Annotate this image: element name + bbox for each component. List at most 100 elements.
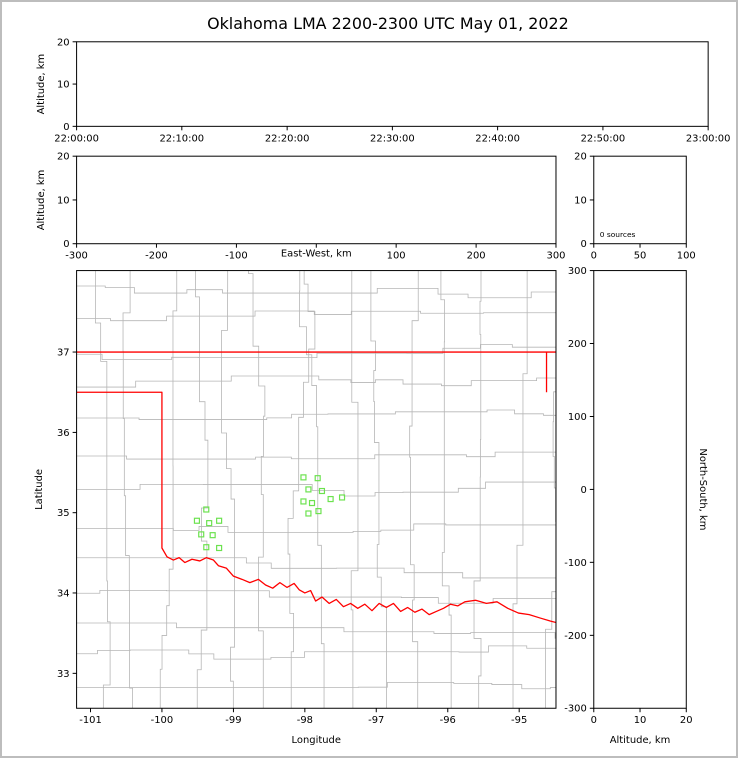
county-line (76, 375, 556, 388)
x-tick-label: 10 (634, 715, 647, 726)
state-border (76, 351, 556, 624)
x-tick-label: -200 (145, 251, 168, 262)
county-line (473, 270, 482, 709)
x-tick-label: 22:00:00 (54, 133, 99, 144)
station-marker (203, 544, 210, 551)
y-tick-label: 200 (568, 339, 587, 350)
y-tick-label: 10 (57, 80, 70, 91)
y-tick-label: 36 (57, 428, 70, 439)
station-marker (308, 499, 316, 507)
x-tick-label: 22:10:00 (160, 133, 205, 144)
y-tick-label: 20 (57, 37, 70, 48)
x-tick-label: -97 (368, 715, 384, 726)
y-tick-label: 37 (57, 348, 70, 359)
station-marker (216, 544, 223, 552)
x-tick-label: -95 (511, 715, 527, 726)
station-marker (305, 510, 312, 517)
station-marker (338, 494, 346, 501)
x-tick-label: -96 (440, 715, 456, 726)
county-line (370, 270, 387, 709)
ns-height-panel (593, 270, 687, 709)
y-tick-label: 34 (57, 588, 70, 599)
y-tick-label: 20 (574, 152, 587, 163)
station-marker (327, 495, 334, 503)
map-ylabel: Latitude (34, 469, 45, 510)
x-tick-label: -100 (225, 251, 248, 262)
county-line (248, 270, 266, 709)
y-tick-label: 10 (57, 195, 70, 206)
y-tick-label: 33 (57, 669, 70, 680)
county-line (76, 589, 556, 604)
ew-height-xlabel: East-West, km (281, 249, 352, 260)
x-tick-label: 300 (546, 251, 565, 262)
station-marker (209, 532, 216, 539)
x-tick-label: -101 (79, 715, 102, 726)
county-line (94, 270, 111, 709)
station-marker (305, 486, 312, 493)
county-line (287, 270, 316, 709)
station-marker (206, 520, 213, 527)
y-tick-label: 0 (63, 239, 69, 250)
y-tick-label: -100 (564, 558, 587, 569)
ns-height-ylabel: North-South, km (697, 448, 708, 530)
y-tick-label: 300 (568, 266, 587, 277)
x-tick-label: 22:30:00 (370, 133, 415, 144)
county-line (76, 285, 556, 299)
station-marker (315, 508, 322, 515)
county-line (409, 270, 419, 709)
plan-view-panel (76, 270, 557, 709)
county-line (76, 645, 556, 660)
county-line (76, 557, 556, 579)
figure-title: Oklahoma LMA 2200-2300 UTC May 01, 2022 (207, 14, 569, 33)
ew-height-ylabel: Altitude, km (36, 170, 47, 231)
y-tick-label: 35 (57, 508, 70, 519)
county-line (440, 270, 452, 709)
ew-height-panel (76, 155, 557, 245)
source-count-annotation: 0 sources (600, 230, 636, 239)
county-line (350, 270, 359, 709)
x-tick-label: -98 (297, 715, 313, 726)
county-line (76, 409, 556, 420)
station-marker (318, 487, 326, 495)
x-tick-label: 22:20:00 (265, 133, 310, 144)
county-line (76, 310, 556, 322)
county-line (221, 270, 235, 709)
county-line (76, 451, 556, 460)
time-height-ylabel: Altitude, km (36, 54, 47, 115)
station-marker (300, 498, 307, 505)
station-marker (193, 517, 201, 524)
county-lines (76, 270, 556, 709)
state-border-line (76, 391, 556, 624)
lma-stations (193, 474, 346, 552)
x-tick-label: 23:00:00 (686, 133, 731, 144)
x-tick-label: 22:50:00 (581, 133, 626, 144)
x-tick-label: 100 (677, 251, 696, 262)
y-tick-label: -200 (564, 631, 587, 642)
county-line (545, 391, 556, 709)
station-marker (216, 517, 223, 524)
county-line (299, 270, 325, 709)
county-line (122, 270, 133, 709)
chart-render-root: 0 10 20 22:00:00 22:10:00 22:20:00 22:30:00 22:… (54, 37, 730, 726)
county-line (159, 270, 178, 709)
x-tick-label: 0 (591, 251, 597, 262)
station-marker (314, 475, 321, 482)
x-tick-label: 0 (591, 715, 597, 726)
x-tick-label: -300 (65, 251, 88, 262)
county-line (76, 344, 556, 360)
time-height-panel (76, 41, 709, 127)
map-xlabel: Longitude (292, 735, 341, 746)
station-marker (300, 474, 307, 481)
ns-height-xlabel: Altitude, km (610, 735, 671, 746)
y-tick-label: 100 (568, 412, 587, 423)
x-tick-label: 50 (634, 251, 647, 262)
x-tick-label: -99 (225, 715, 241, 726)
station-marker (198, 531, 205, 538)
x-tick-label: 22:40:00 (475, 133, 520, 144)
station-marker (203, 506, 210, 513)
x-tick-label: 100 (387, 251, 406, 262)
y-tick-label: 0 (580, 485, 586, 496)
county-line (195, 270, 209, 709)
county-line (76, 682, 556, 690)
